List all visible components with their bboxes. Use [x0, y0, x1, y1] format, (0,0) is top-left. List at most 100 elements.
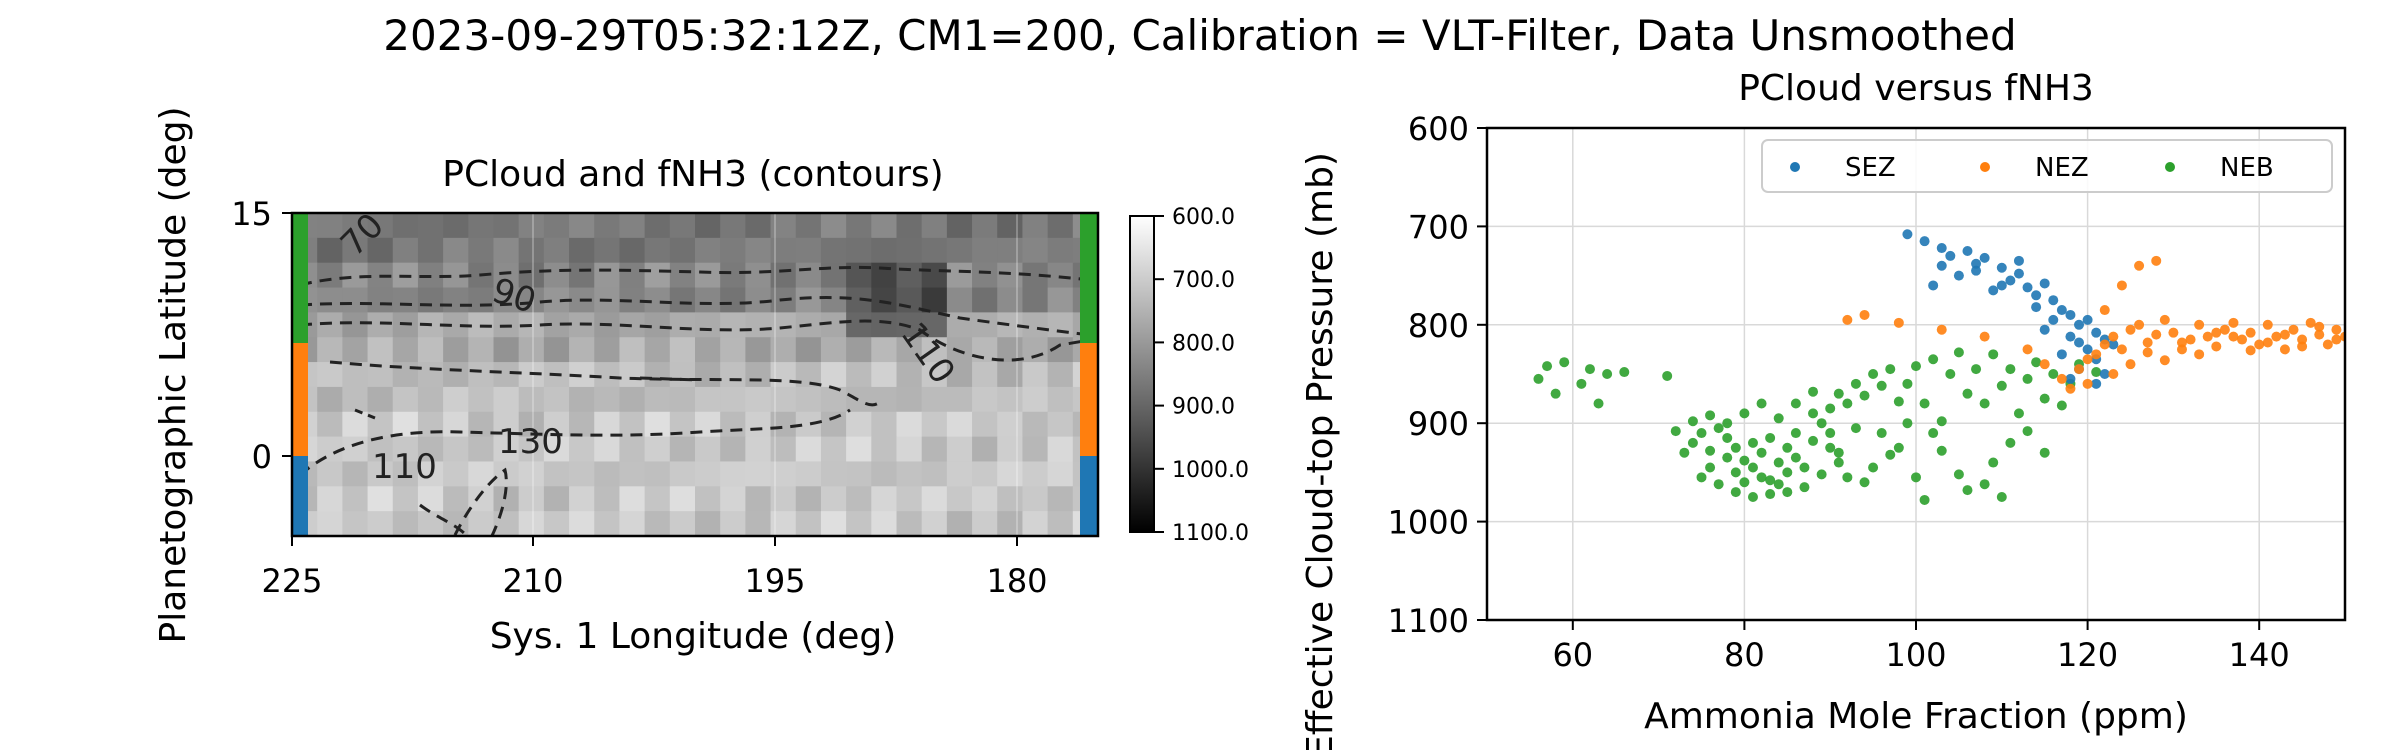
scatter-point-sez [2005, 275, 2016, 286]
map-cell [669, 337, 696, 363]
scatter-point-neb [1722, 432, 1733, 443]
map-cell [795, 511, 822, 536]
map-cell [342, 312, 369, 338]
map-cell [443, 237, 469, 264]
scatter-point-neb [1996, 380, 2007, 391]
map-cell [392, 511, 419, 536]
map-cell [493, 386, 520, 413]
map-cell [770, 436, 797, 463]
map-cell [972, 237, 998, 264]
scatter-point-sez [2074, 319, 2085, 330]
colorbar: 600.0 700.0 800.0 900.0 1000.0 1100.0 [1129, 205, 1249, 546]
map-cell [644, 337, 671, 363]
map-cell [543, 237, 570, 264]
colorbar-tick-label: 900.0 [1172, 395, 1235, 420]
map-cell [871, 262, 898, 289]
map-cell [317, 262, 343, 289]
scatter-point-nez [2142, 337, 2153, 348]
colorbar-tick-label: 1000.0 [1172, 458, 1249, 483]
map-cell [493, 511, 520, 536]
scatter-point-neb [1679, 447, 1690, 458]
map-cell [644, 213, 671, 239]
map-cell [720, 237, 746, 264]
map-cell [795, 237, 822, 264]
scatter-point-nez [2056, 373, 2067, 384]
scatter-point-neb [1833, 447, 1844, 458]
scatter-point-neb [1825, 442, 1836, 453]
scatter-point-neb [2048, 369, 2059, 379]
scatter-point-neb [1559, 357, 1570, 368]
map-cell [795, 287, 822, 313]
map-cell [946, 461, 973, 487]
zone-color-bands [292, 213, 1098, 536]
map-cell [342, 287, 369, 313]
map-cell [720, 312, 746, 338]
map-cell [669, 511, 696, 536]
map-cell [543, 386, 570, 413]
scatter-point-neb [1765, 475, 1776, 486]
scatter-point-neb [1911, 472, 1921, 483]
map-cell [468, 287, 495, 313]
scatter-point-neb [2013, 408, 2024, 419]
scatter-point-neb [1928, 428, 1939, 439]
x-tick-label: 140 [2229, 636, 2290, 674]
map-cell [871, 213, 898, 239]
map-cell [317, 287, 343, 313]
map-cell [820, 486, 847, 512]
scatter-point-sez [1988, 285, 1999, 296]
scatter-point-neb [1696, 472, 1707, 483]
map-cell [695, 337, 721, 363]
map-cell [417, 337, 444, 363]
map-cell [619, 237, 646, 264]
scatter-point-neb [1825, 403, 1836, 414]
scatter-point-sez [2065, 331, 2076, 342]
map-cell [1022, 237, 1049, 264]
map-cell [720, 436, 746, 463]
map-cell [720, 511, 746, 536]
scatter-point-sez [1971, 258, 1982, 269]
scatter-point-neb [1936, 416, 1947, 427]
map-cell [594, 511, 621, 536]
map-cell [594, 237, 621, 264]
scatter-point-sez [2048, 295, 2059, 306]
scatter-point-nez [2082, 354, 2093, 365]
map-cell [997, 386, 1024, 413]
scatter-point-neb [1730, 467, 1741, 478]
map-cell [518, 436, 545, 463]
map-cell [342, 213, 369, 239]
scatter-point-nez [2065, 383, 2076, 394]
scatter-point-neb [1919, 398, 1930, 409]
map-cell [997, 411, 1024, 438]
map-cell [669, 436, 696, 463]
map-cell [946, 312, 973, 338]
map-cell [770, 386, 797, 413]
map-cell [619, 262, 646, 289]
map-cell [695, 362, 721, 388]
scatter-point-neb [1988, 349, 1999, 360]
map-cell [569, 411, 595, 438]
map-cell [342, 362, 369, 388]
scatter-point-neb [2039, 393, 2050, 404]
scatter-point-nez [2219, 324, 2230, 335]
x-tick-label: 60 [1552, 636, 1593, 674]
map-cell [972, 386, 998, 413]
map-cell [518, 213, 545, 239]
map-cell [1022, 436, 1049, 463]
map-cell [367, 337, 394, 363]
map-cell [1022, 461, 1049, 487]
map-cell [770, 511, 797, 536]
scatter-point-sez [1953, 270, 1964, 281]
scatter-point-neb [1842, 472, 1853, 483]
map-cell [392, 287, 419, 313]
map-cell [745, 213, 772, 239]
map-cell [392, 337, 419, 363]
map-cell [871, 436, 898, 463]
map-cell [569, 386, 595, 413]
scatter-point-nez [2202, 331, 2213, 342]
scatter-point-neb [1868, 369, 1879, 379]
map-cell [871, 287, 898, 313]
map-cell [392, 213, 419, 239]
scatter-point-neb [1790, 428, 1801, 439]
map-cell [871, 237, 898, 264]
map-cell [972, 262, 998, 289]
